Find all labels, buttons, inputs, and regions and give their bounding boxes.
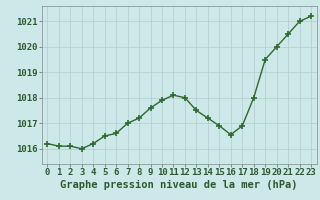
- X-axis label: Graphe pression niveau de la mer (hPa): Graphe pression niveau de la mer (hPa): [60, 180, 298, 190]
